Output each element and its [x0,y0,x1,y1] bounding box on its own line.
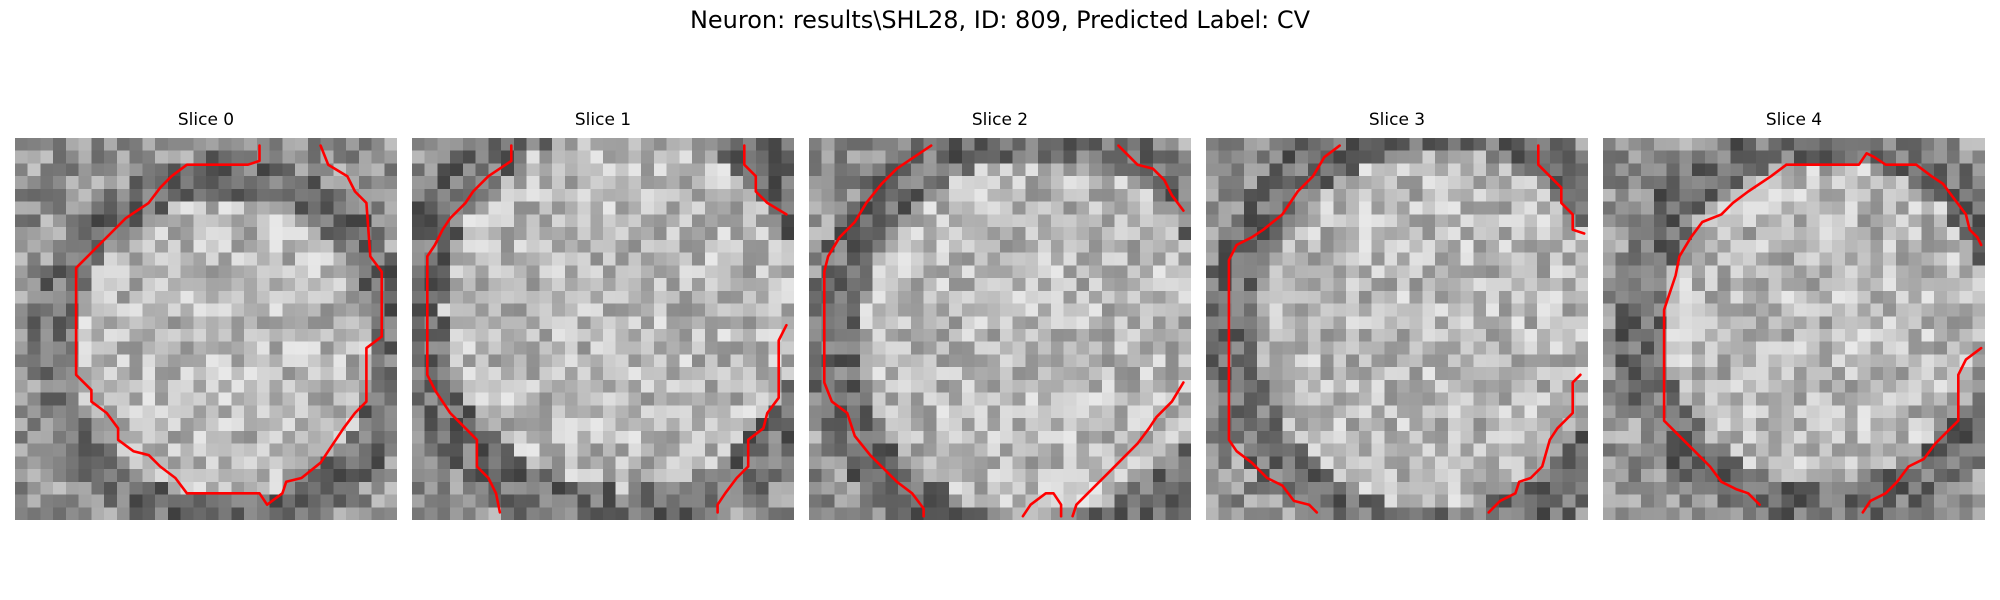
slice-title: Slice 3 [1368,110,1426,130]
roi-contour [716,323,788,514]
slice-title: Slice 2 [971,110,1029,130]
slice-image [1603,138,1985,520]
roi-contour [1662,163,1788,507]
roi-contour [426,144,513,514]
figure-title: Neuron: results\SHL28, ID: 809, Predicte… [689,6,1311,34]
slice-panel-0: Slice 0 [15,108,397,520]
contour-overlay [1662,152,1983,514]
slice-image [809,138,1191,520]
slice-title: Slice 0 [177,110,235,130]
roi-contour [1487,373,1582,514]
roi-contour [1117,144,1185,212]
roi-contour [823,144,933,518]
slice-title: Slice 1 [574,110,632,130]
slice-panel-3: Slice 3 [1206,108,1588,520]
slice-panel-4: Slice 4 [1603,108,1985,520]
roi-contour [1227,144,1341,514]
grayscale-slice [1206,138,1588,520]
slice-panel-2: Slice 2 [809,108,1191,520]
slice-image [15,138,397,520]
slice-panel-1: Slice 1 [412,108,794,520]
grayscale-slice [1603,138,1985,520]
roi-contour [1861,346,1983,514]
contour-overlay [823,144,1185,518]
contour-overlay [426,144,788,514]
slice-image [412,138,794,520]
grayscale-slice [15,138,397,520]
contour-overlay [74,144,384,507]
roi-contour [1071,381,1185,518]
slice-title: Slice 4 [1765,110,1823,130]
slice-image [1206,138,1588,520]
roi-contour [742,144,788,216]
roi-contour [74,144,384,507]
roi-contour [1021,491,1063,518]
roi-contour [1785,152,1983,247]
contour-overlay [1227,144,1586,514]
roi-contour [1536,144,1586,235]
